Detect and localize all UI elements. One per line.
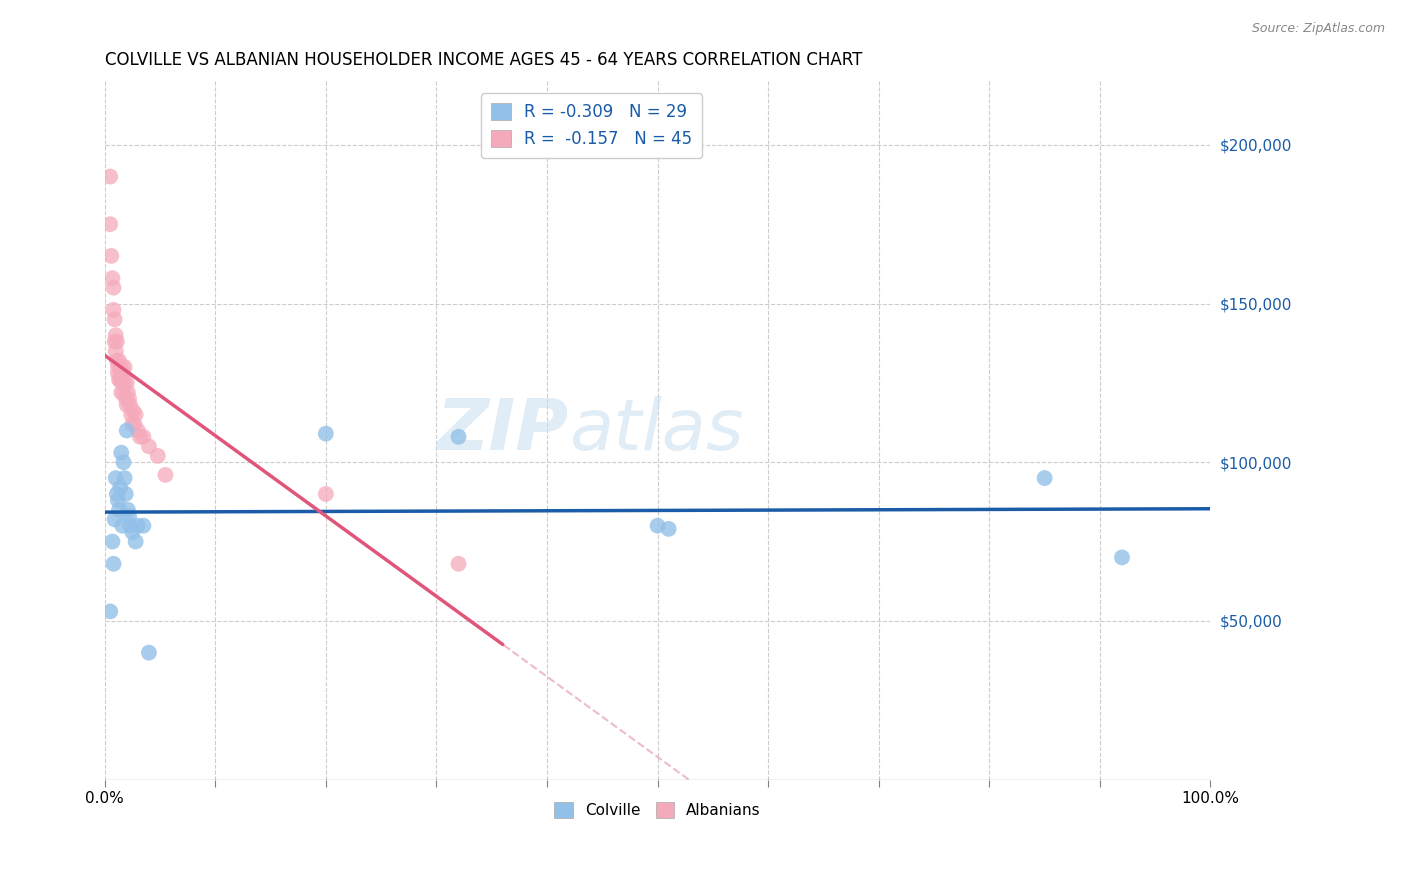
Point xyxy=(107,359,129,374)
Point xyxy=(155,467,177,482)
Point xyxy=(114,392,136,406)
Point xyxy=(107,493,129,508)
Point xyxy=(118,509,141,524)
Point xyxy=(98,169,121,184)
Point xyxy=(124,534,146,549)
Legend: Colville, Albanians: Colville, Albanians xyxy=(548,797,766,824)
Text: atlas: atlas xyxy=(569,396,744,465)
Point xyxy=(124,417,146,431)
Point xyxy=(315,487,337,501)
Point xyxy=(127,518,149,533)
Point xyxy=(107,367,129,381)
Point xyxy=(110,385,132,400)
Point xyxy=(132,430,155,444)
Point xyxy=(105,353,128,368)
Point xyxy=(114,471,136,485)
Point xyxy=(103,557,125,571)
Point xyxy=(104,328,127,343)
Point xyxy=(138,439,160,453)
Point xyxy=(104,334,127,349)
Text: Source: ZipAtlas.com: Source: ZipAtlas.com xyxy=(1251,22,1385,36)
Text: COLVILLE VS ALBANIAN HOUSEHOLDER INCOME AGES 45 - 64 YEARS CORRELATION CHART: COLVILLE VS ALBANIAN HOUSEHOLDER INCOME … xyxy=(104,51,862,69)
Point xyxy=(101,271,124,285)
Point xyxy=(1033,471,1056,485)
Point xyxy=(101,534,124,549)
Point xyxy=(114,376,136,390)
Point xyxy=(108,373,131,387)
Point xyxy=(114,359,136,374)
Point xyxy=(121,417,143,431)
Point xyxy=(108,353,131,368)
Point xyxy=(117,503,139,517)
Point xyxy=(122,404,145,418)
Point xyxy=(108,373,131,387)
Point xyxy=(647,518,669,533)
Point xyxy=(118,392,141,406)
Point xyxy=(103,302,125,317)
Point xyxy=(112,455,135,469)
Point xyxy=(447,430,470,444)
Point xyxy=(111,359,134,374)
Point xyxy=(112,385,135,400)
Point xyxy=(315,426,337,441)
Point xyxy=(98,604,121,618)
Point xyxy=(447,557,470,571)
Point xyxy=(132,518,155,533)
Point xyxy=(115,376,138,390)
Point xyxy=(108,503,131,517)
Point xyxy=(117,385,139,400)
Point xyxy=(105,334,128,349)
Point xyxy=(104,312,127,326)
Point xyxy=(111,518,134,533)
Point xyxy=(1111,550,1133,565)
Point xyxy=(103,280,125,294)
Point xyxy=(115,424,138,438)
Point xyxy=(115,398,138,412)
Point xyxy=(120,398,142,412)
Point xyxy=(129,430,152,444)
Point xyxy=(111,376,134,390)
Point xyxy=(127,424,149,438)
Point xyxy=(146,449,169,463)
Point xyxy=(105,487,128,501)
Point xyxy=(124,408,146,422)
Point xyxy=(120,518,142,533)
Point xyxy=(114,487,136,501)
Point xyxy=(121,524,143,539)
Point xyxy=(104,344,127,359)
Point xyxy=(110,446,132,460)
Point xyxy=(110,367,132,381)
Point xyxy=(104,512,127,526)
Point xyxy=(112,367,135,381)
Point xyxy=(104,471,127,485)
Point xyxy=(108,481,131,495)
Point xyxy=(658,522,681,536)
Point xyxy=(100,249,122,263)
Point xyxy=(120,408,142,422)
Text: ZIP: ZIP xyxy=(437,396,569,465)
Point xyxy=(98,217,121,231)
Point xyxy=(138,646,160,660)
Point xyxy=(108,359,131,374)
